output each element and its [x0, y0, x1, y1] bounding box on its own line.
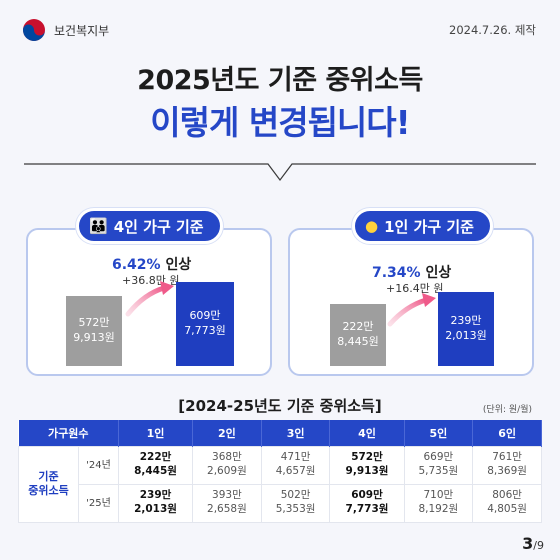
cell-man: 710만: [423, 489, 454, 502]
cell-won: 8,369원: [487, 465, 527, 477]
bar-value-man: 239만: [450, 314, 482, 328]
badge-4-person: 👪 4인 가구 기준: [76, 208, 223, 244]
header-household-size: 가구원수: [18, 420, 119, 446]
table-cell: 222만 8,445원: [117, 445, 194, 485]
table-cell: 669만 5,735원: [403, 445, 474, 485]
rate-4-person: 6.42% 인상: [112, 254, 191, 274]
increase-arrow-icon: [387, 293, 436, 327]
badge-label: 1인 가구 기준: [384, 217, 474, 236]
year-cell: '24년: [78, 445, 119, 485]
page-current: 3: [522, 534, 534, 553]
bar-2025-4-person: 609만 7,773원: [176, 282, 234, 366]
table-cell: 393만 2,658원: [192, 483, 262, 523]
row-label-line: 기준: [38, 469, 59, 483]
bar-value-won: 7,773원: [184, 324, 226, 337]
rate-percent: 7.34%: [372, 265, 421, 281]
median-income-table: 가구원수 1인 2인 3인 4인 5인 6인 기준 중위소득 '24년 222만…: [18, 420, 542, 523]
table-cell: 572만 9,913원: [329, 445, 405, 485]
cell-man: 393만: [212, 489, 242, 502]
ministry-logo: 보건복지부: [22, 18, 109, 42]
header-col: 6인: [472, 420, 542, 446]
table-cell: 239만 2,013원: [117, 483, 194, 523]
cell-won: 8,445원: [134, 465, 177, 477]
cell-man: 669만: [423, 451, 454, 464]
increase-arrow-icon: [125, 281, 174, 317]
page-total: /9: [533, 539, 544, 552]
table-title: [2024-25년도 기준 중위소득]: [178, 397, 382, 415]
production-date: 2024.7.26. 제작: [449, 23, 536, 37]
cell-man: 806만: [492, 489, 522, 502]
header-col: 5인: [404, 420, 474, 446]
cell-man: 572만: [351, 451, 383, 464]
cell-man: 502만: [280, 489, 311, 502]
rate-1-person: 7.34% 인상: [372, 262, 451, 282]
cell-won: 4,657원: [275, 465, 316, 477]
table-cell: 502만 5,353원: [260, 483, 331, 523]
cell-man: 368만: [212, 451, 242, 464]
table-cell: 761만 8,369원: [472, 445, 542, 485]
family-icon: 👪: [89, 217, 108, 235]
header-col: 2인: [192, 420, 262, 446]
increase-1-person: +16.4만 원: [386, 282, 444, 295]
table-cell: 471만 4,657원: [260, 445, 331, 485]
sub-headline: 이렇게 변경됩니다!: [150, 103, 410, 142]
bar-value-won: 9,913원: [73, 331, 115, 344]
bar-value-man: 222만: [342, 320, 374, 334]
taegeuk-icon: [23, 19, 45, 41]
bar-2024-4-person: 572만 9,913원: [66, 296, 122, 366]
bar-value-won: 8,445원: [337, 335, 379, 348]
badge-1-person: ● 1인 가구 기준: [352, 208, 493, 244]
table-header-row: 가구원수 1인 2인 3인 4인 5인 6인: [18, 420, 542, 446]
cell-won: 2,013원: [134, 503, 177, 515]
table-cell: 806만 4,805원: [472, 483, 542, 523]
header-col: 4인: [329, 420, 405, 446]
page-indicator: 3/9: [522, 534, 544, 553]
table-cell: 710만 8,192원: [403, 483, 474, 523]
unit-note: (단위: 원/월): [482, 405, 532, 415]
cell-won: 8,192원: [418, 503, 459, 515]
year-cell: '25년: [78, 483, 119, 523]
table-row: '25년 239만 2,013원 393만 2,658원 502만 5,353원 60…: [19, 483, 542, 523]
table-row: 기준 중위소득 '24년 222만 8,445원 368만 2,609원 471만 4…: [18, 445, 542, 523]
cell-won: 2,609원: [207, 465, 247, 477]
cell-won: 9,913원: [345, 465, 389, 477]
cell-man: 761만: [492, 451, 522, 464]
cell-man: 609만: [351, 489, 383, 502]
table-cell: 609만 7,773원: [329, 483, 405, 523]
bar-2025-1-person: 239만 2,013원: [438, 292, 494, 366]
ministry-name: 보건복지부: [54, 23, 110, 38]
table-cell: 368만 2,609원: [192, 445, 262, 485]
row-label-line: 중위소득: [28, 484, 69, 497]
cell-man: 239만: [139, 489, 172, 502]
bar-value-won: 2,013원: [445, 329, 487, 342]
cell-won: 5,353원: [275, 503, 316, 515]
header-col: 1인: [118, 420, 194, 446]
cell-man: 222만: [139, 451, 172, 464]
row-label: 기준 중위소득: [18, 445, 79, 523]
cell-won: 2,658원: [207, 503, 247, 515]
cell-won: 5,735원: [418, 465, 459, 477]
cell-man: 471만: [280, 451, 311, 464]
bar-value-man: 609만: [189, 309, 221, 323]
person-icon: ●: [365, 217, 379, 235]
rate-percent: 6.42%: [112, 257, 161, 273]
section-divider: [24, 163, 536, 181]
rate-suffix: 인상: [425, 265, 452, 281]
header-col: 3인: [261, 420, 331, 446]
cell-won: 7,773원: [345, 503, 389, 515]
cell-won: 4,805원: [487, 503, 527, 515]
headline: 2025년도 기준 중위소득: [137, 65, 423, 96]
rate-suffix: 인상: [165, 257, 192, 273]
bar-2024-1-person: 222만 8,445원: [330, 304, 386, 366]
bar-value-man: 572만: [78, 316, 110, 330]
badge-label: 4인 가구 기준: [113, 217, 204, 236]
